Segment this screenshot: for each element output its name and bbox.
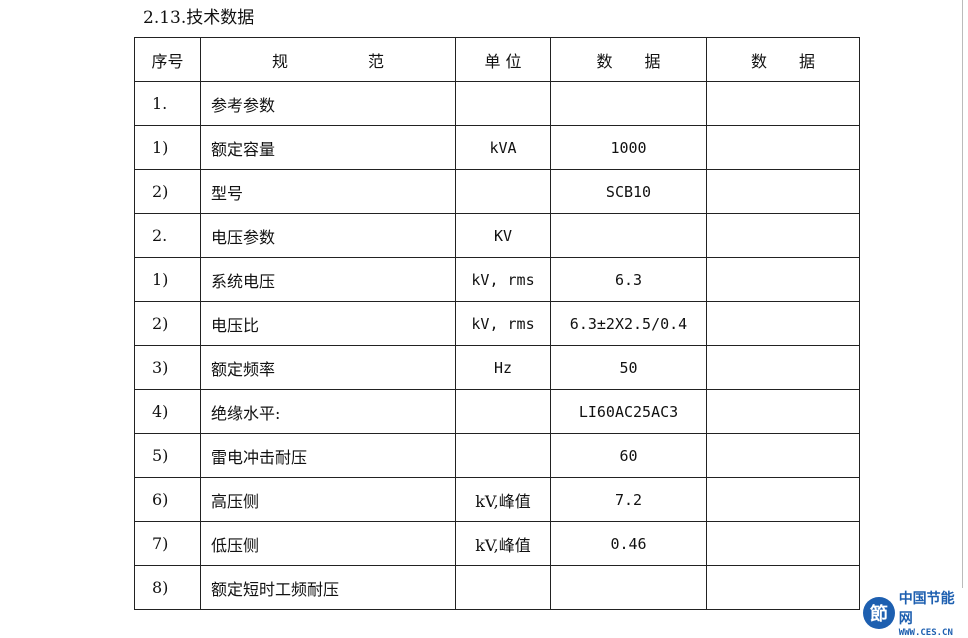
table-cell [706, 257, 860, 302]
header-cell: 数 据 [706, 37, 860, 82]
table-cell: 6.3±2X2.5/0.4 [550, 301, 707, 346]
table-cell: 低压侧 [200, 521, 456, 566]
table-cell [706, 389, 860, 434]
table-cell: 2) [134, 301, 201, 346]
table-cell: kVA [455, 125, 551, 170]
table-cell [550, 81, 707, 126]
table-cell [706, 213, 860, 258]
table-cell: 参考参数 [200, 81, 456, 126]
table-cell [455, 565, 551, 610]
table-cell: 1000 [550, 125, 707, 170]
table-cell [706, 301, 860, 346]
table-row: 2) 电压比 kV, rms 6.3±2X2.5/0.4 [134, 301, 860, 346]
table-cell: 系统电压 [200, 257, 456, 302]
table-row: 1) 额定容量 kVA 1000 [134, 125, 860, 170]
table-row: 4) 绝缘水平: LI60AC25AC3 [134, 389, 860, 434]
table-cell [550, 213, 707, 258]
table-cell: 7) [134, 521, 201, 566]
table-cell [706, 521, 860, 566]
table-cell: 型号 [200, 169, 456, 214]
table-cell [706, 81, 860, 126]
table-cell [706, 125, 860, 170]
table-cell: 50 [550, 345, 707, 390]
table-cell [455, 389, 551, 434]
table-row: 6) 高压侧 kV,峰值 7.2 [134, 477, 860, 522]
table-row: 5) 雷电冲击耐压 60 [134, 433, 860, 478]
table-row: 7) 低压侧 kV,峰值 0.46 [134, 521, 860, 566]
table-cell: 3) [134, 345, 201, 390]
header-cell: 单 位 [455, 37, 551, 82]
table-cell: 2) [134, 169, 201, 214]
table-cell: 绝缘水平: [200, 389, 456, 434]
watermark-name: 中国节能网 [898, 591, 955, 627]
page-edge [962, 0, 963, 624]
header-cell: 序号 [134, 37, 201, 82]
table-cell: 1) [134, 125, 201, 170]
table-cell: KV [455, 213, 551, 258]
header-cell: 规 范 [200, 37, 456, 82]
table-cell [455, 433, 551, 478]
watermark-url: WWW.CES.CN [898, 628, 953, 638]
table-cell [550, 565, 707, 610]
table-cell: kV,峰值 [455, 477, 551, 522]
ces-logo-icon: 節 [863, 597, 895, 629]
table-cell: 额定频率 [200, 345, 456, 390]
table-cell [706, 169, 860, 214]
table-row: 2. 电压参数 KV [134, 213, 860, 258]
table-cell: 8) [134, 565, 201, 610]
watermark-logo: 節 中国节能网 WWW.CES.CN [863, 588, 968, 638]
table-row: 8) 额定短时工频耐压 [134, 565, 860, 610]
table-cell: kV, rms [455, 301, 551, 346]
table-cell [706, 433, 860, 478]
table-cell: kV, rms [455, 257, 551, 302]
header-cell: 数 据 [550, 37, 707, 82]
table-cell: 额定容量 [200, 125, 456, 170]
table-cell: 1. [134, 81, 201, 126]
table-row: 3) 额定频率 Hz 50 [134, 345, 860, 390]
table-row: 2) 型号 SCB10 [134, 169, 860, 214]
table-cell: 7.2 [550, 477, 707, 522]
table-cell: 0.46 [550, 521, 707, 566]
table-header: 序号规 范单 位数 据数 据 [134, 37, 860, 82]
tech-data-table: 序号规 范单 位数 据数 据 1. 参考参数 1) 额定容量 kVA 1000 2) 型号 SCB… [134, 37, 860, 610]
table-row: 1. 参考参数 [134, 81, 860, 126]
table-cell: 60 [550, 433, 707, 478]
table-cell [706, 565, 860, 610]
table-cell [455, 169, 551, 214]
table-cell [706, 345, 860, 390]
table-cell: 雷电冲击耐压 [200, 433, 456, 478]
table-cell: 5) [134, 433, 201, 478]
table-cell: 电压比 [200, 301, 456, 346]
table-cell: kV,峰值 [455, 521, 551, 566]
table-cell: LI60AC25AC3 [550, 389, 707, 434]
table-cell: 6.3 [550, 257, 707, 302]
table-cell: 1) [134, 257, 201, 302]
section-title: 2.13.技术数据 [143, 8, 255, 28]
table-cell: Hz [455, 345, 551, 390]
table-cell: SCB10 [550, 169, 707, 214]
table-row: 1) 系统电压 kV, rms 6.3 [134, 257, 860, 302]
table-cell: 6) [134, 477, 201, 522]
table-cell [455, 81, 551, 126]
table-cell [706, 477, 860, 522]
table-cell: 电压参数 [200, 213, 456, 258]
table-cell: 2. [134, 213, 201, 258]
table-cell: 额定短时工频耐压 [200, 565, 456, 610]
table-cell: 高压侧 [200, 477, 456, 522]
table-cell: 4) [134, 389, 201, 434]
